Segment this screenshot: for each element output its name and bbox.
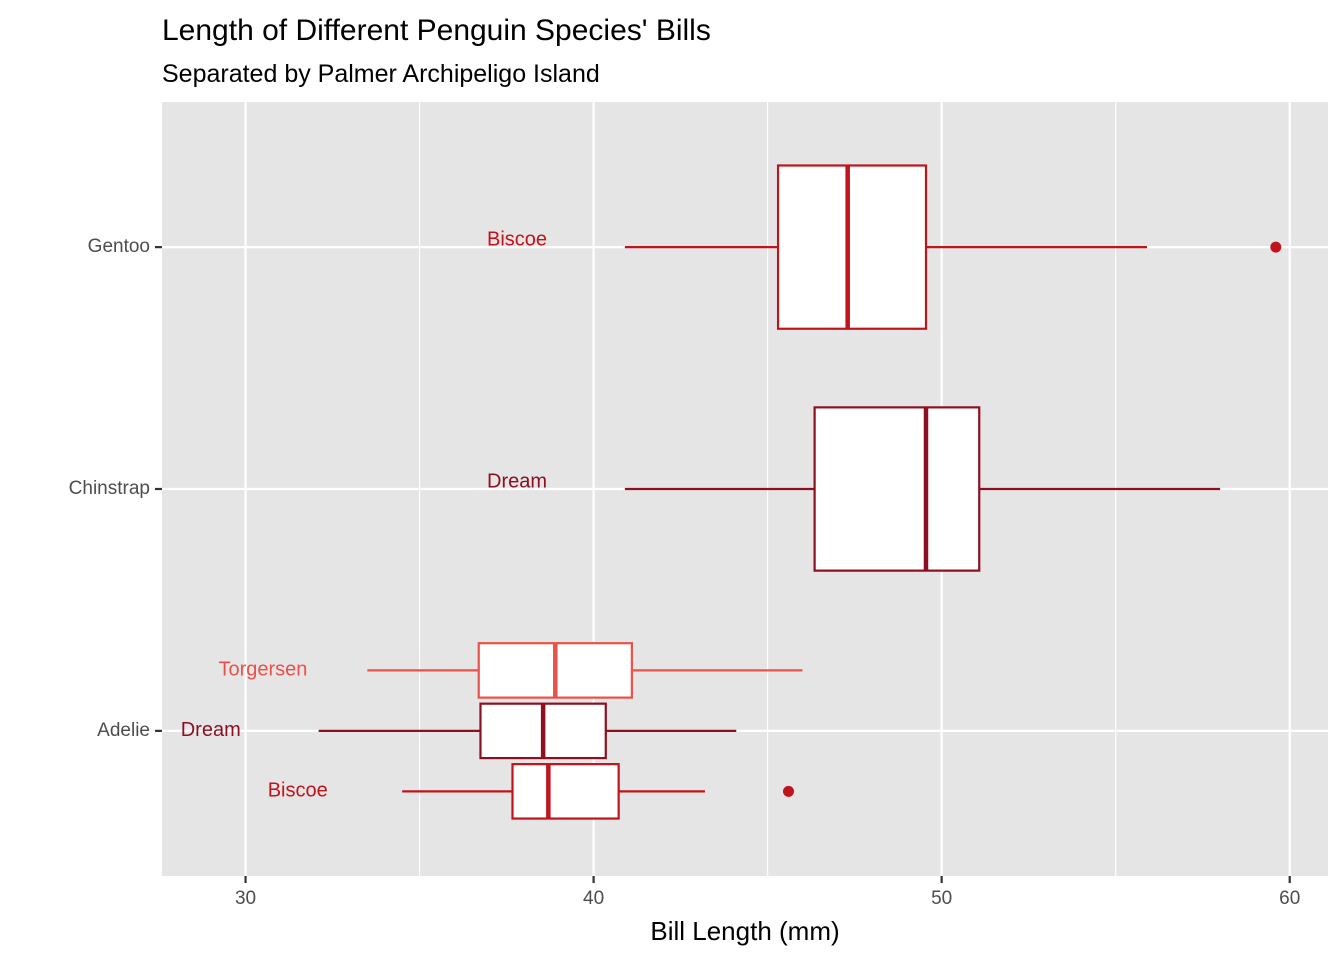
- x-tick-label: 40: [583, 888, 604, 909]
- x-axis-title: Bill Length (mm): [650, 916, 839, 946]
- box-gentoo-biscoe: Biscoe: [487, 164, 1282, 330]
- y-axis: Adelie Chinstrap Gentoo: [69, 236, 162, 741]
- x-tick-label: 30: [235, 888, 256, 909]
- box-adelie-biscoe: Biscoe: [268, 763, 795, 820]
- y-tick-label: Adelie: [97, 720, 150, 741]
- island-label: Dream: [181, 719, 241, 741]
- box-adelie-dream: Dream: [181, 702, 737, 760]
- x-tick-label: 50: [931, 888, 952, 909]
- y-tick-label: Gentoo: [88, 236, 150, 257]
- island-label: Biscoe: [268, 780, 328, 802]
- island-label: Torgersen: [218, 659, 307, 681]
- x-axis: 30 40 50 60: [235, 876, 1300, 909]
- box-adelie-torgersen: Torgersen: [218, 642, 803, 699]
- box-iqr: [511, 763, 620, 820]
- outlier-point: [783, 785, 795, 797]
- box-iqr: [813, 406, 981, 572]
- outlier-point: [1270, 241, 1282, 253]
- y-tick-label: Chinstrap: [69, 478, 150, 499]
- box-series: Biscoe Dream Torgersen Dream Biscoe: [181, 164, 1282, 820]
- chart-subtitle: Separated by Palmer Archipeligo Island: [162, 60, 600, 88]
- chart-title: Length of Different Penguin Species' Bil…: [162, 14, 711, 47]
- box-chinstrap-dream: Dream: [487, 406, 1221, 572]
- island-label: Biscoe: [487, 228, 547, 250]
- box-iqr: [776, 164, 928, 330]
- x-tick-label: 60: [1279, 888, 1300, 909]
- island-label: Dream: [487, 470, 547, 492]
